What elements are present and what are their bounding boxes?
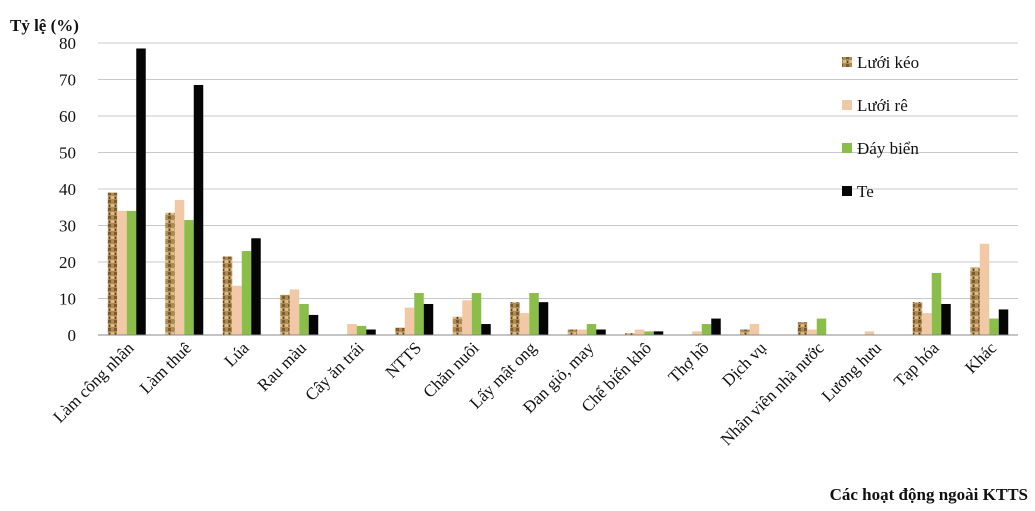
- bar: [998, 309, 1009, 335]
- bar: [797, 322, 808, 335]
- bar: [193, 84, 204, 335]
- x-tick-label: Làm công nhân: [49, 338, 138, 427]
- bar: [538, 302, 549, 335]
- bar: [912, 302, 923, 335]
- y-tick-label: 80: [59, 34, 76, 53]
- bar: [931, 272, 942, 335]
- legend: Lưới kéo Lưới rê Đáy biển Te: [842, 53, 919, 201]
- x-tick-label: Tạp hóa: [890, 338, 943, 391]
- legend-swatch: [842, 100, 852, 110]
- bar: [644, 331, 654, 335]
- bar: [692, 331, 702, 335]
- bar: [241, 251, 252, 335]
- bar: [740, 329, 750, 335]
- bar: [222, 256, 233, 335]
- bar: [356, 325, 367, 336]
- bar: [529, 293, 539, 335]
- bar: [107, 192, 118, 335]
- x-tick-label: NTTS: [382, 338, 425, 381]
- bar: [979, 243, 990, 335]
- bar: [251, 238, 261, 335]
- x-tick-label: Lương hưu: [818, 338, 886, 406]
- bar: [634, 329, 645, 335]
- bar: [462, 300, 472, 335]
- x-tick-label: Lúa: [220, 338, 252, 370]
- bar: [577, 329, 587, 335]
- bar: [653, 331, 664, 335]
- bar: [404, 307, 415, 336]
- bar: [395, 327, 405, 335]
- y-tick-label: 10: [59, 290, 76, 309]
- bar: [567, 329, 578, 335]
- bar: [184, 220, 194, 335]
- bar: [232, 285, 242, 335]
- y-axis-ticks: 0 10 20 30 40 50 60 70 80: [59, 34, 76, 345]
- bar: [816, 318, 827, 335]
- gridlines: [98, 42, 1018, 299]
- bar: [126, 210, 137, 335]
- bar: [165, 212, 175, 335]
- x-tick-label: Nhân viên nhà nước: [717, 338, 828, 449]
- bar: [711, 318, 721, 335]
- x-tick-label: Cây ăn trái: [301, 338, 367, 404]
- legend-swatch: [842, 57, 852, 67]
- x-axis-title: Các hoạt động ngoài KTTS: [830, 485, 1028, 504]
- legend-swatch: [842, 143, 852, 153]
- bar: [136, 48, 146, 335]
- y-tick-label: 50: [59, 144, 76, 163]
- x-tick-label: Rau màu: [254, 338, 311, 395]
- bar: [299, 303, 309, 335]
- bar: [289, 289, 300, 336]
- bar: [701, 324, 712, 335]
- bar: [117, 210, 127, 335]
- bar: [280, 294, 290, 335]
- x-tick-label: Thợ hồ: [664, 338, 712, 386]
- bar: [452, 316, 463, 335]
- bar: [308, 314, 319, 335]
- x-tick-label: Làm thuê: [136, 338, 195, 397]
- bar: [586, 324, 597, 335]
- bar: [481, 324, 491, 335]
- bar: [596, 329, 606, 335]
- bar: [510, 302, 520, 335]
- bar: [366, 329, 376, 335]
- legend-label: Lưới rê: [857, 96, 908, 115]
- bar: [749, 324, 760, 335]
- y-tick-label: 30: [59, 217, 76, 236]
- bar: [174, 199, 185, 335]
- y-tick-label: 60: [59, 107, 76, 126]
- y-tick-label: 70: [59, 71, 76, 90]
- bar: [864, 331, 875, 335]
- y-tick-label: 0: [68, 326, 77, 345]
- bars: [107, 48, 1009, 336]
- legend-label: Te: [857, 182, 874, 201]
- bar: [625, 333, 635, 335]
- bar: [423, 303, 434, 335]
- bar: [970, 267, 980, 335]
- bar: [922, 313, 932, 335]
- y-tick-label: 20: [59, 253, 76, 272]
- bar: [941, 303, 951, 335]
- x-tick-label: Dịch vụ: [718, 338, 770, 390]
- legend-label: Đáy biển: [857, 139, 919, 158]
- bar: [347, 324, 357, 335]
- bar: [989, 318, 999, 335]
- bar: [414, 293, 424, 335]
- legend-label: Lưới kéo: [857, 53, 919, 72]
- bar: [807, 329, 817, 335]
- x-tick-label: Khác: [961, 338, 1000, 377]
- y-axis-title: Tỷ lệ (%): [10, 16, 79, 35]
- y-tick-label: 40: [59, 180, 76, 199]
- legend-swatch: [842, 186, 852, 196]
- bar: [519, 313, 530, 335]
- bar: [471, 293, 482, 335]
